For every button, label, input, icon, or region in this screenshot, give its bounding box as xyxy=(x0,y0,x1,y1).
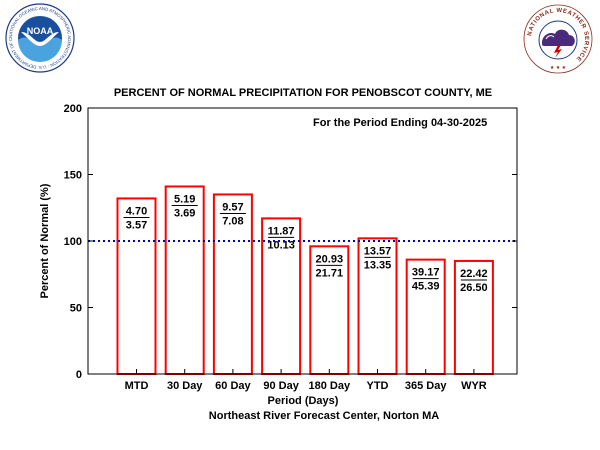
y-tick-label: 150 xyxy=(64,170,82,182)
x-tick-label: WYR xyxy=(461,380,487,392)
normal-value-label: 7.08 xyxy=(222,215,243,227)
normal-value-label: 10.13 xyxy=(267,239,295,251)
observed-value-label: 22.42 xyxy=(460,268,488,280)
observed-value-label: 9.57 xyxy=(222,201,243,213)
observed-value-label: 4.70 xyxy=(126,205,147,217)
normal-value-label: 3.69 xyxy=(174,207,195,219)
observed-value-label: 13.57 xyxy=(364,245,392,257)
x-tick-label: 180 Day xyxy=(309,380,351,392)
y-tick-label: 200 xyxy=(64,103,82,115)
x-tick-label: 60 Day xyxy=(215,380,251,392)
observed-value-label: 5.19 xyxy=(174,193,195,205)
normal-value-label: 13.35 xyxy=(364,259,392,271)
normal-value-label: 3.57 xyxy=(126,219,147,231)
observed-value-label: 20.93 xyxy=(316,253,344,265)
nws-stars: ★ ★ ★ xyxy=(550,65,567,71)
x-axis-label: Period (Days) xyxy=(268,395,339,407)
normal-value-label: 21.71 xyxy=(316,267,344,279)
x-tick-label: MTD xyxy=(125,380,149,392)
period-annotation: For the Period Ending 04-30-2025 xyxy=(313,117,487,129)
observed-value-label: 11.87 xyxy=(268,225,295,237)
x-tick-label: 90 Day xyxy=(263,380,299,392)
noaa-logo: NATIONAL OCEANIC AND ATMOSPHERIC ADMINIS… xyxy=(4,2,75,73)
normal-value-label: 26.50 xyxy=(460,282,488,294)
x-axis: MTD 30 Day 60 Day 90 Day 180 Day YTD 365 Day WY… xyxy=(125,369,487,392)
y-tick-label: 50 xyxy=(70,303,82,315)
y-axis-label: Percent of Normal (%) xyxy=(39,183,51,298)
bar-labels-group: 4.70 3.57 5.19 3.69 9.57 7.08 11.87 10.13 20.93 2… xyxy=(123,193,488,294)
x-tick-label: 365 Day xyxy=(405,380,447,392)
plot-frame xyxy=(87,107,518,375)
chart-title: PERCENT OF NORMAL PRECIPITATION FOR PENO… xyxy=(114,87,492,99)
y-tick-label: 0 xyxy=(76,369,82,381)
normal-value-label: 45.39 xyxy=(412,281,440,293)
y-axis: 0 50 100 150 200 xyxy=(64,103,517,381)
x-tick-label: 30 Day xyxy=(167,380,203,392)
x-tick-label: YTD xyxy=(367,380,389,392)
credit-text: Northeast River Forecast Center, Norton … xyxy=(209,410,439,422)
y-tick-label: 100 xyxy=(64,236,82,248)
noaa-text: NOAA xyxy=(27,26,54,36)
nws-logo: NATIONAL WEATHER SERVICE ★ ★ ★ xyxy=(523,4,593,74)
observed-value-label: 39.17 xyxy=(412,267,440,279)
